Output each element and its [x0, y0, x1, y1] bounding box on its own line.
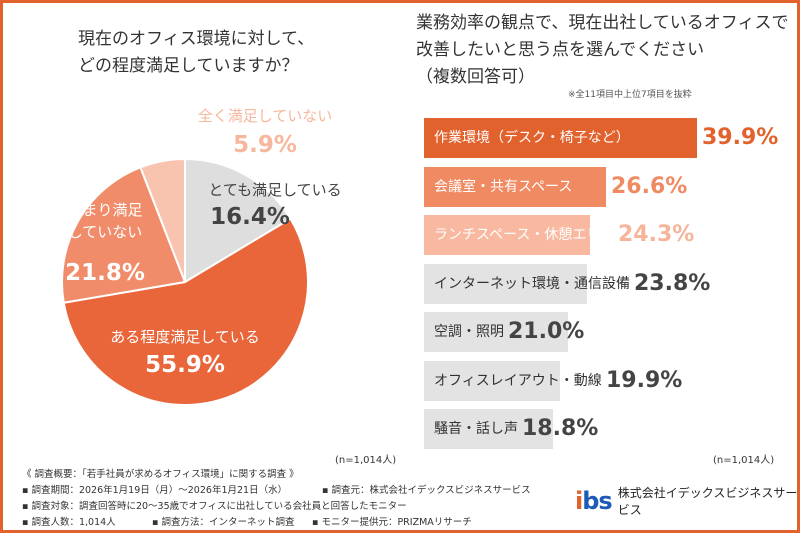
pie-slice — [184, 157, 292, 284]
pie-title: 現在のオフィス環境に対して、どの程度満足していますか？ — [78, 29, 315, 76]
bar-label: インターネット環境・通信設備 — [434, 275, 630, 292]
bar-question: 業務効率の観点で、現在出社しているオフィスで改善したいと思う点を選んでください … — [416, 10, 796, 91]
bar-label: 空調・照明 — [434, 324, 504, 340]
bar-value: 26.6% — [611, 173, 688, 199]
bar — [424, 166, 606, 207]
survey-period: ▪ 調査期間：2026年1月19日（月）～2026年1月21日（水） — [22, 485, 288, 496]
company-logo: ibs 株式会社イデックスビジネスサービス — [575, 484, 800, 518]
pie-slice-value: 5.9% — [233, 132, 297, 158]
bar-title: 業務効率の観点で、現在出社しているオフィスで改善したいと思う点を選んでください — [416, 13, 789, 60]
bar-label: ランチスペース・休憩エリア — [434, 227, 615, 243]
pie-question: 現在のオフィス環境に対して、どの程度満足していますか？ — [78, 26, 328, 80]
bar-label: 騒音・話し声 — [434, 421, 518, 437]
bar-note-top: ※全11項目中上位7項目を抜粋 — [568, 90, 692, 100]
pie-note: (n=1,014人) — [335, 455, 397, 466]
logo-company: 株式会社イデックスビジネスサービス — [617, 486, 798, 517]
bar-value: 21.0% — [508, 319, 585, 344]
survey-source: ▪ 調査元：株式会社イデックスビジネスサービス — [322, 485, 531, 496]
bar-subtitle: （複数回答可） — [416, 67, 535, 87]
bar-value: 23.8% — [634, 270, 711, 296]
logo-mark: ibs — [575, 487, 613, 515]
survey-method: ▪ 調査方法：インターネット調査 — [152, 517, 295, 528]
pie-slice — [139, 157, 186, 283]
bar-note: (n=1,014人) — [713, 455, 775, 466]
pie-slice-value: 16.4% — [210, 204, 290, 230]
survey-overview: 《 調査概要：「若手社員が求めるオフィス環境」に関する調査 》 ▪ 調査期間：2… — [22, 467, 531, 531]
bar — [424, 118, 697, 158]
survey-provider: ▪ モニター提供元：PRIZMAリサーチ — [312, 517, 472, 528]
pie-slice-label: とても満足している — [208, 181, 341, 199]
pie-slice — [61, 166, 187, 304]
survey-target: ▪ 調査対象：調査回答時に20～35歳でオフィスに出社している会社員と回答したモ… — [22, 501, 407, 512]
bar — [424, 360, 561, 401]
pie-slice — [62, 217, 309, 406]
overview-title: 《 調査概要：「若手社員が求めるオフィス環境」に関する調査 》 — [22, 469, 299, 480]
bar-label: 会議室・共有スペース — [434, 178, 573, 195]
bar-value: 39.9% — [702, 125, 779, 150]
pie-slice-label: していない — [68, 223, 143, 241]
bar-label: オフィスレイアウト・動線 — [434, 372, 602, 389]
bar — [424, 263, 587, 304]
pie-slice-label: ある程度満足している — [110, 328, 260, 346]
bar-value: 18.8% — [522, 416, 599, 441]
bar-value: 19.9% — [606, 367, 683, 393]
pie-slice-label: あまり満足 — [67, 201, 142, 219]
bar — [424, 312, 568, 352]
bar-label: 作業環境（デスク・椅子など） — [434, 130, 630, 146]
pie-slice-value: 55.9% — [145, 352, 225, 378]
bar — [424, 409, 553, 449]
pie-slice-value: 21.8% — [65, 260, 145, 286]
pie-slice-label: 全く満足していない — [198, 107, 333, 125]
survey-count: ▪ 調査人数：1,014人 — [22, 517, 116, 528]
bar — [424, 215, 591, 255]
bar-value: 24.3% — [618, 222, 695, 247]
